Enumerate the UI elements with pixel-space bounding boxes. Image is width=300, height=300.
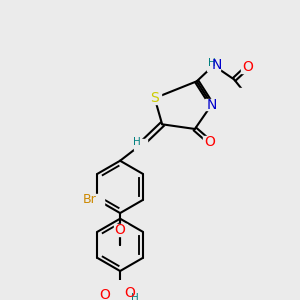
Text: H: H bbox=[131, 293, 139, 300]
Bar bbox=[241, 62, 254, 73]
Text: O: O bbox=[124, 286, 135, 300]
Text: Br: Br bbox=[83, 194, 97, 206]
Text: O: O bbox=[204, 135, 215, 149]
Bar bbox=[114, 224, 127, 236]
Bar bbox=[236, 88, 255, 99]
Bar bbox=[99, 290, 112, 300]
Bar bbox=[76, 194, 104, 206]
Text: S: S bbox=[150, 91, 159, 105]
Bar bbox=[207, 60, 220, 71]
Bar bbox=[205, 99, 218, 110]
Text: H: H bbox=[133, 137, 141, 147]
Text: N: N bbox=[212, 58, 223, 72]
Bar bbox=[124, 290, 142, 300]
Text: O: O bbox=[243, 60, 254, 74]
Text: O: O bbox=[100, 288, 111, 300]
Bar bbox=[148, 92, 161, 104]
Text: O: O bbox=[115, 223, 125, 237]
Text: H: H bbox=[208, 58, 216, 68]
Bar bbox=[134, 139, 147, 151]
Text: N: N bbox=[206, 98, 217, 112]
Bar bbox=[203, 136, 216, 148]
